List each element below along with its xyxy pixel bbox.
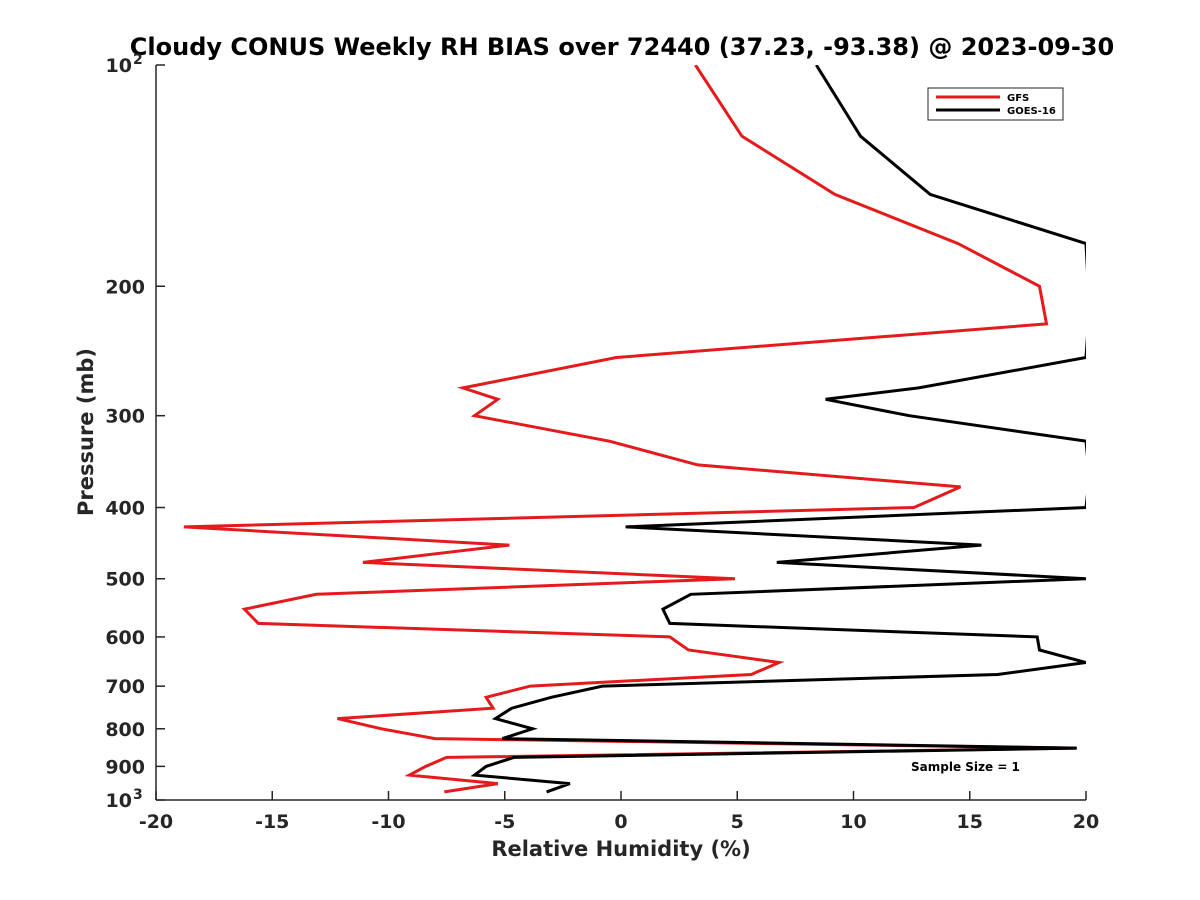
x-tick-label: -10 (371, 811, 405, 833)
x-tick-label: 0 (614, 811, 627, 833)
legend-label-gfs: GFS (1007, 93, 1029, 104)
x-tick-label: -15 (255, 811, 289, 833)
series-layer (183, 65, 1086, 794)
x-axis-ticks: -20 -15 -10 -5 0 5 10 15 20 (139, 791, 1099, 833)
x-tick-label: 15 (957, 811, 983, 833)
y-tick-label: 10 (106, 55, 132, 77)
series-line-gfs (183, 65, 1077, 794)
x-tick-label: -20 (139, 811, 173, 833)
y-tick-label: 800 (105, 719, 145, 741)
sample-size-annotation: Sample Size = 1 (911, 760, 1020, 774)
x-tick-label: 20 (1073, 811, 1099, 833)
x-tick-label: -5 (494, 811, 515, 833)
plot-area: -20 -15 -10 -5 0 5 10 15 20 10 220030040050060070… (105, 52, 1099, 833)
legend-box (927, 87, 1064, 121)
chart-title: Cloudy CONUS Weekly RH BIAS over 72440 (… (130, 33, 1114, 61)
y-tick-label: 500 (105, 569, 145, 591)
y-tick-label: 300 (105, 406, 145, 428)
y-tick-label: 600 (105, 627, 145, 649)
y-tick-label: 900 (105, 756, 145, 778)
y-tick-label: 200 (105, 276, 145, 298)
y-tick-exponent: 2 (133, 52, 143, 68)
legend: GFS GOES-16 (927, 87, 1064, 121)
y-tick-label: 700 (105, 676, 145, 698)
x-tick-label: 10 (840, 811, 866, 833)
x-axis-label: Relative Humidity (%) (491, 837, 750, 861)
x-tick-label: 5 (731, 811, 744, 833)
y-axis-label: Pressure (mb) (74, 348, 98, 516)
y-tick-label: 400 (105, 498, 145, 520)
series-line-goes-16 (470, 65, 1086, 794)
y-tick-label: 10 (106, 790, 132, 812)
legend-label-goes16: GOES-16 (1007, 106, 1056, 117)
y-tick-exponent: 3 (133, 787, 143, 803)
